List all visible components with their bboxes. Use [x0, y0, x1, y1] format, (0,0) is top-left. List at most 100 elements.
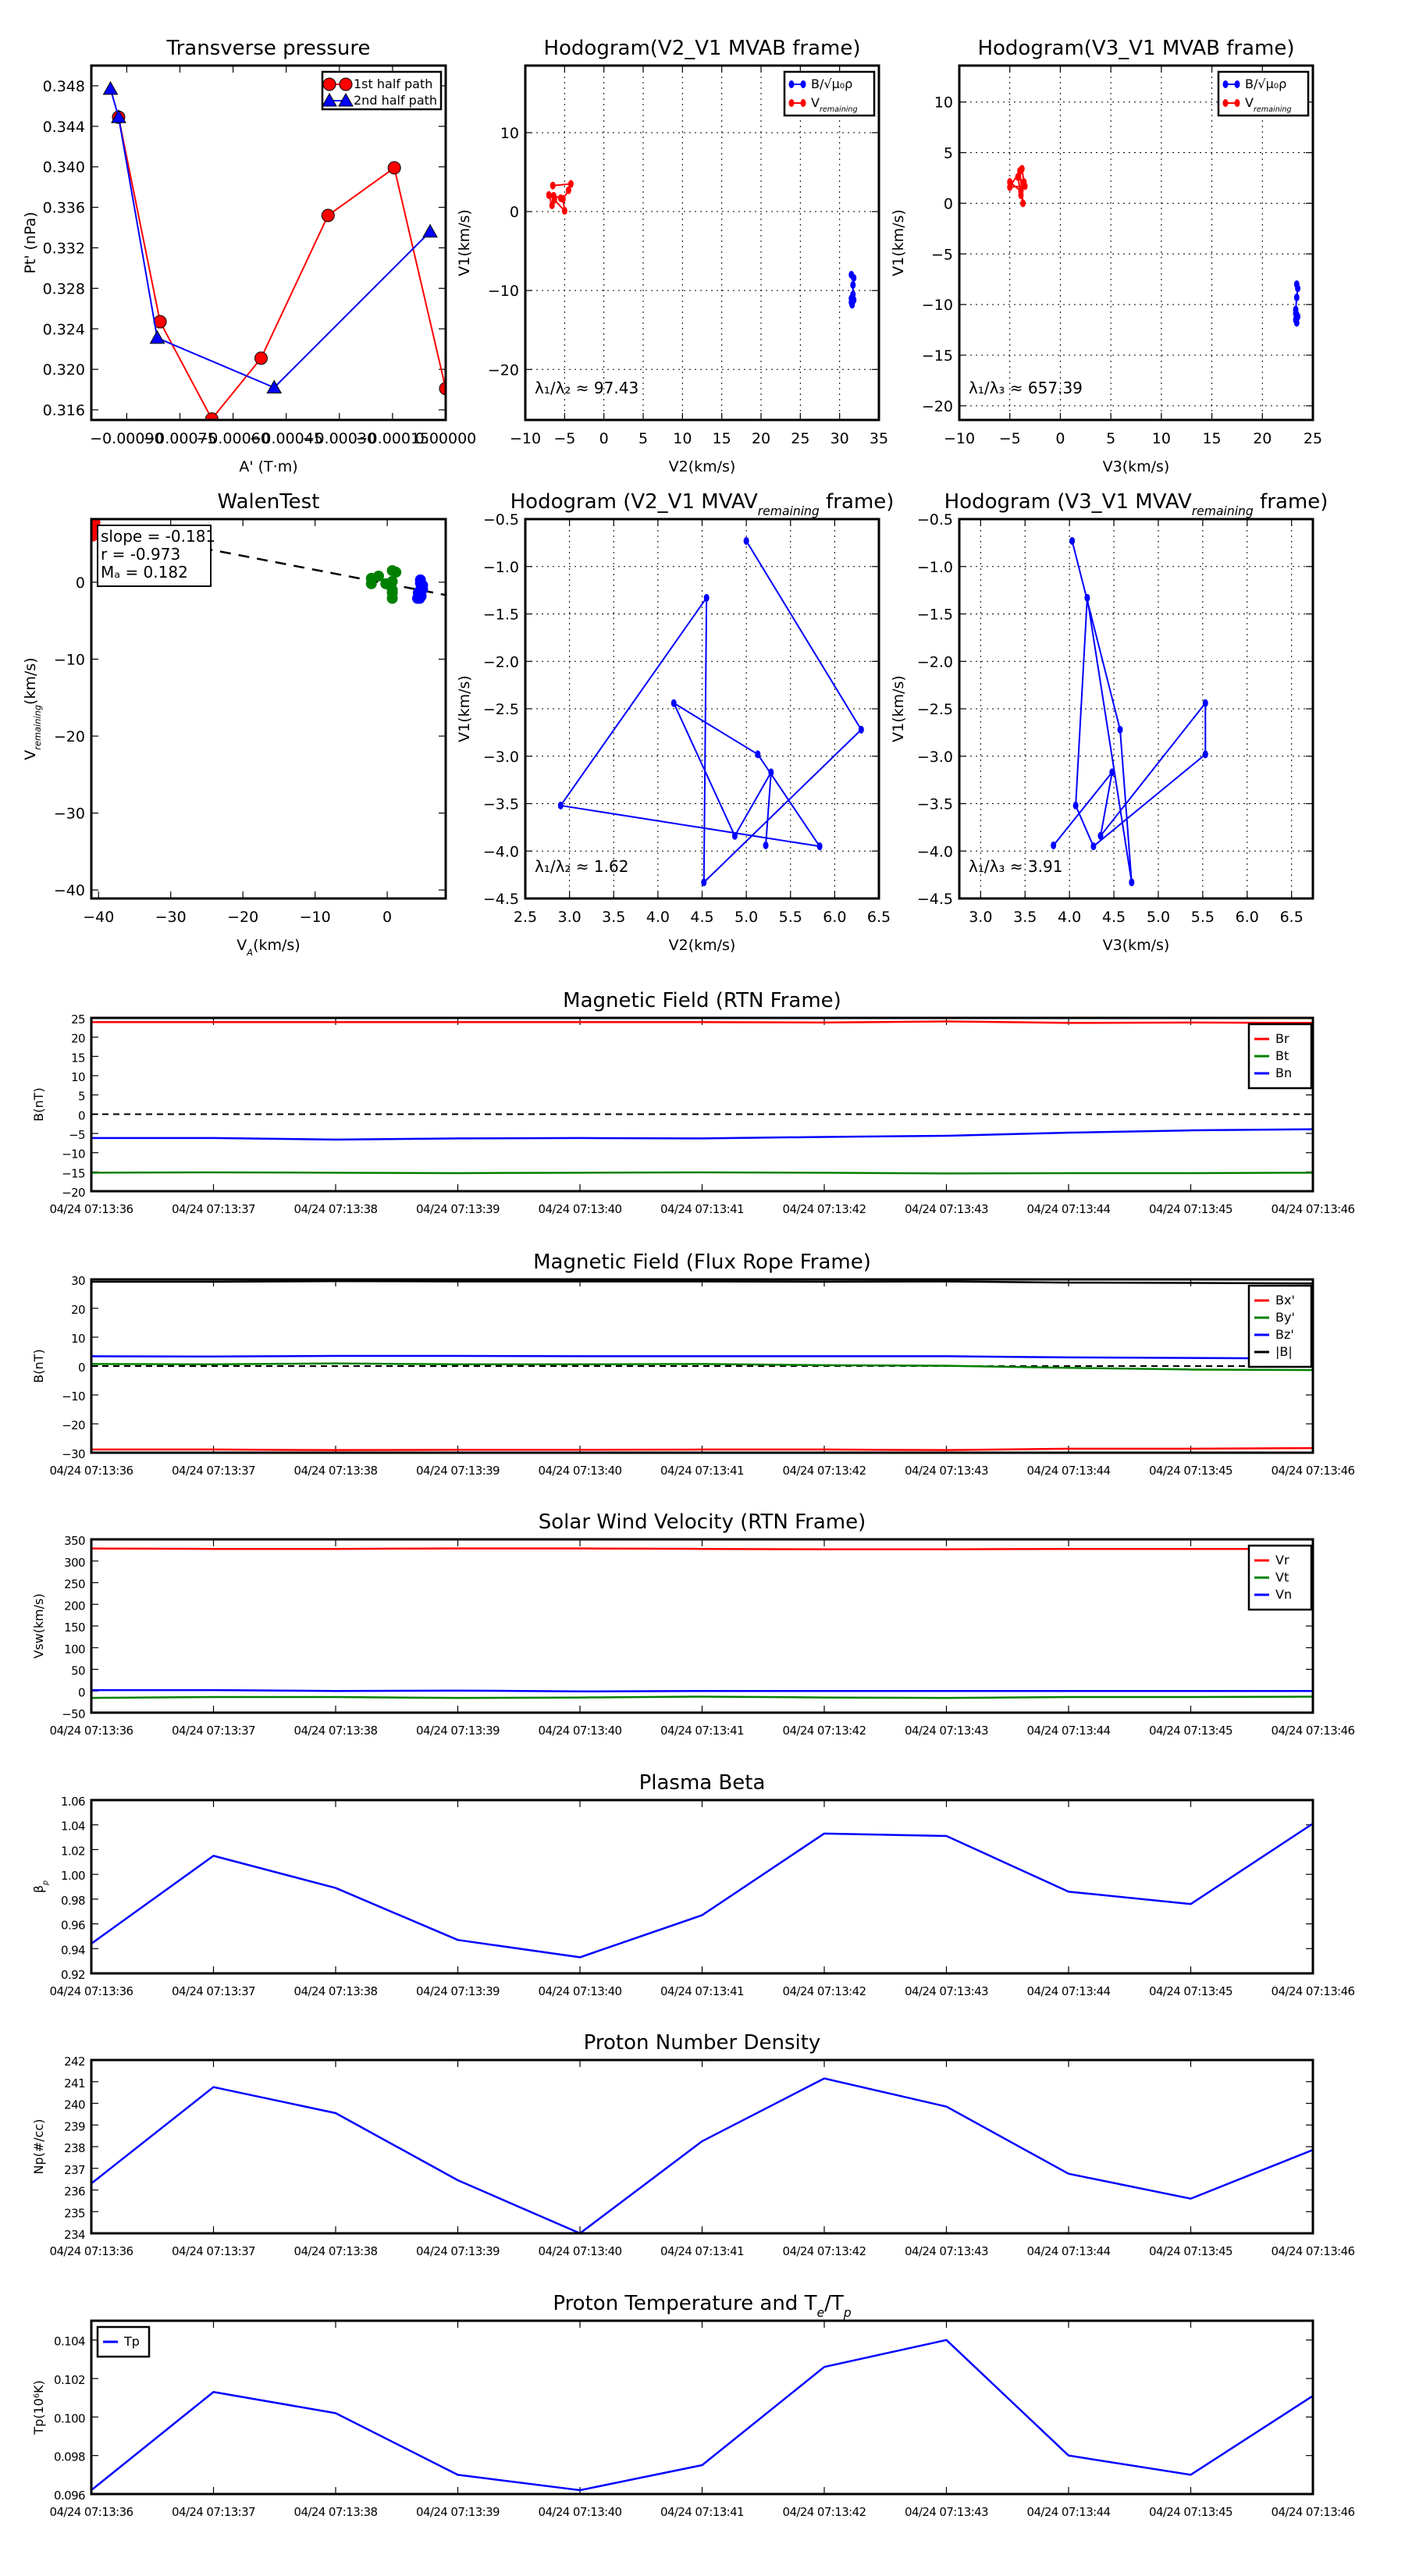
data-point	[561, 207, 567, 215]
y-tick-label: 0.102	[54, 2373, 85, 2387]
legend-marker	[1222, 80, 1229, 88]
y-tick-label: −40	[54, 882, 85, 899]
y-tick-label: −50	[62, 1707, 85, 1721]
x-tick-label: 04/24 07:13:36	[50, 2505, 133, 2519]
y-tick-label: 238	[64, 2141, 85, 2155]
y-tick-label: 1.02	[61, 1844, 85, 1858]
data-point	[565, 186, 571, 194]
y-tick-label: 10	[71, 1070, 85, 1084]
legend-box	[1247, 1284, 1313, 1368]
data-point	[743, 536, 749, 545]
series-line-1	[91, 1695, 1313, 1699]
data-point	[387, 161, 401, 175]
x-tick-label: 5.0	[1147, 909, 1170, 926]
chart-title-part: Proton Number Density	[584, 2031, 821, 2055]
x-tick-label: −5	[999, 430, 1021, 447]
legend-marker	[339, 77, 353, 91]
data-point	[111, 109, 126, 123]
x-tick-label: 04/24 07:13:41	[660, 1984, 744, 1998]
x-tick-label: 04/24 07:13:40	[539, 1724, 622, 1738]
x-axis-label: VA(km/s)	[237, 937, 300, 958]
series-line-0	[91, 2077, 1313, 2233]
data-point	[386, 575, 398, 587]
y-axis-label-part: β	[31, 1885, 46, 1893]
y-tick-label: −10	[922, 297, 953, 314]
data-point	[1293, 313, 1300, 322]
legend-marker	[1222, 99, 1229, 107]
y-tick-label: 10	[71, 1332, 85, 1346]
x-tick-label: 04/24 07:13:42	[783, 2244, 866, 2258]
x-tick-label: 04/24 07:13:45	[1149, 1724, 1232, 1738]
x-tick-label: 04/24 07:13:42	[783, 1464, 866, 1478]
stats-line: r = -0.973	[101, 545, 180, 564]
x-tick-label: 04/24 07:13:45	[1149, 1464, 1232, 1478]
data-point	[755, 750, 761, 759]
legend-label-part: V	[1245, 95, 1254, 110]
y-axis-label-part: Tp(10	[31, 2398, 46, 2435]
y-tick-label: −1.0	[917, 559, 953, 576]
x-tick-label: 04/24 07:13:42	[783, 2505, 866, 2519]
x-tick-label: 04/24 07:13:37	[172, 1984, 255, 1998]
data-point	[731, 831, 738, 840]
x-tick-label: 04/24 07:13:37	[172, 1724, 255, 1738]
y-tick-label: 0.332	[43, 240, 85, 257]
chart-title-part: WalenTest	[218, 490, 320, 514]
chart-title-part: Magnetic Field (RTN Frame)	[563, 989, 841, 1012]
axes-frame	[524, 518, 880, 900]
chart-panel-8: Solar Wind Velocity (RTN Frame) 04/24 07:…	[31, 1510, 1355, 1738]
y-tick-label: 1.00	[61, 1869, 85, 1883]
y-axis-label: Vremaining(km/s)	[22, 657, 43, 760]
x-axis-label-part: A	[246, 947, 253, 958]
y-axis-label-part: K)	[31, 2380, 46, 2393]
series-line-1	[91, 1171, 1313, 1175]
y-axis-label-part: B(nT)	[31, 1349, 46, 1382]
chart-panel-4: Hodogram (V2_V1 MVAVremaining frame) 2.5 3…	[456, 490, 894, 954]
plot-area	[91, 2077, 1313, 2233]
chart-panel-1: Hodogram(V2_V1 MVAB frame) −10 −5 0 5 10 15 20 2…	[456, 37, 888, 475]
x-tick-label: 04/24 07:13:36	[50, 2244, 133, 2258]
data-point	[550, 191, 557, 200]
x-tick-label: −0.00030	[303, 430, 377, 447]
y-axis-label: B(nT)	[31, 1087, 46, 1121]
chart-panel-9: Plasma Beta 04/24 07:13:36 04/24 07:13:37 0…	[31, 1771, 1355, 1998]
y-tick-label: 235	[64, 2206, 85, 2220]
x-tick-label: 04/24 07:13:43	[905, 2244, 988, 2258]
chart-title: Hodogram (V3_V1 MVAVremaining frame)	[944, 490, 1329, 518]
legend-marker	[800, 99, 806, 107]
legend-label: 2nd half path	[354, 93, 437, 108]
y-axis-label-part: V1(km/s)	[456, 675, 473, 742]
series-line-3	[91, 1279, 1313, 1285]
y-tick-label: 0.104	[54, 2335, 85, 2349]
chart-title: Proton Number Density	[584, 2031, 821, 2055]
x-tick-label: 15	[1202, 430, 1221, 447]
x-tick-label: 20	[1253, 430, 1272, 447]
y-axis-label-part: B(nT)	[31, 1087, 46, 1121]
legend-label: Vt	[1275, 1570, 1289, 1585]
data-point	[1090, 842, 1097, 851]
data-point	[321, 208, 335, 222]
data-point	[1084, 593, 1090, 602]
y-tick-label: −0.5	[483, 511, 519, 528]
y-axis-label-part: V1(km/s)	[890, 675, 907, 742]
x-tick-label: 04/24 07:13:40	[539, 2505, 622, 2519]
x-axis-label: V2(km/s)	[669, 458, 736, 475]
y-tick-label: −4.5	[483, 891, 519, 908]
x-axis-label-part: V2(km/s)	[669, 458, 736, 475]
y-tick-label: 1.04	[61, 1820, 85, 1834]
x-tick-label: 0	[382, 909, 392, 926]
x-tick-label: 04/24 07:13:45	[1149, 2505, 1232, 2519]
data-point	[1295, 284, 1301, 293]
x-tick-label: 10	[1152, 430, 1171, 447]
x-tick-label: 04/24 07:13:36	[50, 1202, 133, 1216]
data-point	[1015, 173, 1021, 181]
y-tick-label: −2.5	[483, 701, 519, 718]
x-tick-label: 6.0	[1236, 909, 1259, 926]
chart-title-part: remaining	[1192, 504, 1254, 518]
y-tick-label: 15	[71, 1051, 85, 1065]
chart-panel-0: Transverse pressure−0.00090−0.00075−0.00…	[22, 37, 476, 475]
y-tick-label: −3.5	[483, 796, 519, 813]
x-tick-label: 5.0	[735, 909, 758, 926]
chart-title-part: p	[843, 2306, 852, 2320]
plot-area	[91, 1020, 1313, 1175]
